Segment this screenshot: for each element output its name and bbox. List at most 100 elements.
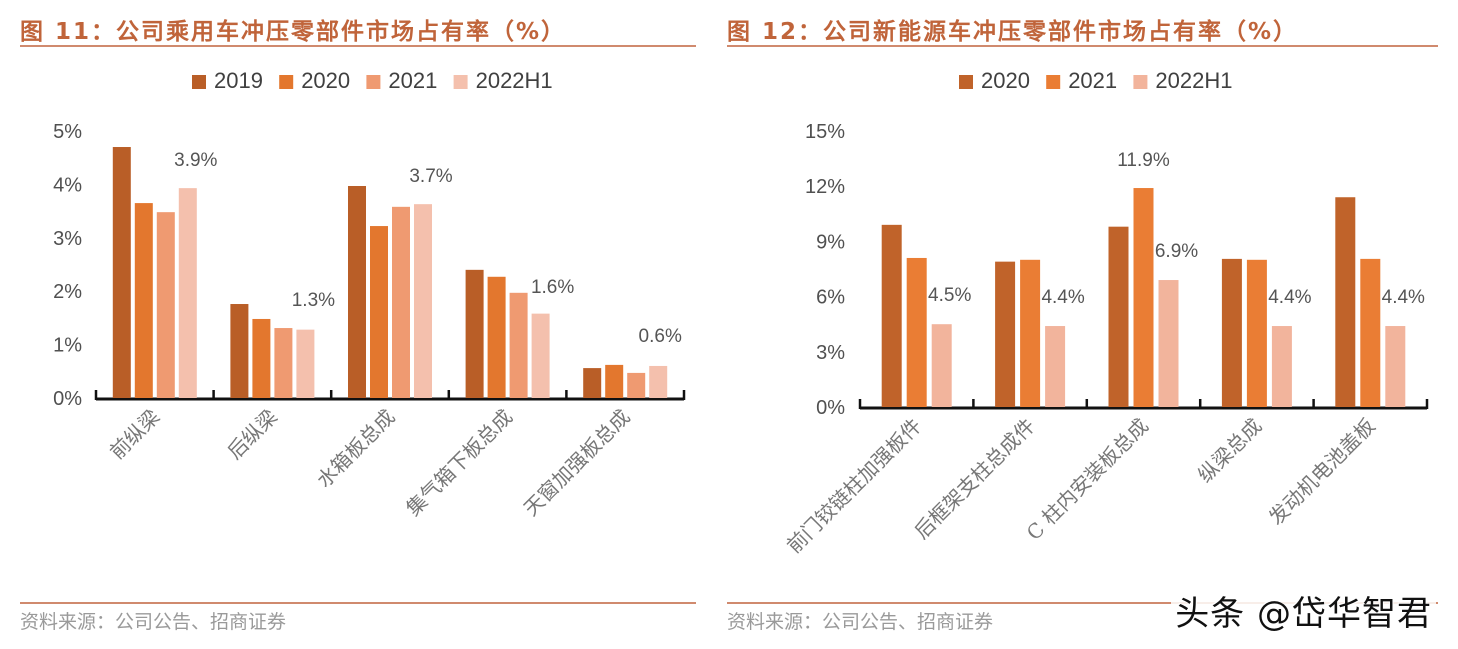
bar — [296, 329, 315, 398]
legend-swatch — [366, 75, 381, 89]
bar — [414, 204, 432, 398]
bar — [906, 257, 927, 407]
title-divider — [20, 45, 696, 47]
data-label: 0.6% — [639, 326, 682, 347]
bar-group: 4.4% — [1335, 197, 1425, 407]
bar — [1271, 326, 1292, 407]
legend-label: 2022H1 — [476, 68, 553, 93]
legend: 2020 2021 2022H1 — [959, 68, 1232, 93]
legend: 2019 2020 2021 2022H1 — [192, 68, 553, 93]
legend-swatch — [279, 75, 294, 89]
bar-group: 4.5% — [881, 224, 971, 407]
y-tick-label: 0% — [53, 388, 82, 410]
bar — [134, 203, 153, 398]
data-label: 1.3% — [292, 290, 335, 311]
y-tick-label: 5% — [53, 121, 82, 143]
legend-swatch — [453, 75, 468, 89]
bar — [178, 188, 197, 398]
x-category-label: 前门铰链柱加强板件 — [782, 414, 926, 558]
data-label: 1.6% — [531, 277, 574, 298]
data-label: 3.7% — [409, 166, 452, 187]
x-category-label: 后纵梁 — [223, 405, 282, 464]
title-divider — [727, 45, 1438, 47]
data-label: 6.9% — [1155, 241, 1198, 262]
y-tick-label: 4% — [53, 174, 82, 196]
bar — [230, 304, 249, 398]
x-category-label: 集气箱下板总成 — [401, 405, 517, 521]
bar — [931, 324, 952, 407]
legend-label: 2020 — [301, 68, 350, 93]
bar-group: 0.6% — [583, 326, 682, 398]
bar — [1133, 188, 1154, 407]
x-category-label: C 柱内安装板总成 — [1022, 414, 1153, 545]
bar — [112, 147, 131, 398]
legend-swatch — [1133, 75, 1148, 89]
bar-group: 1.3% — [230, 290, 335, 398]
y-tick-label: 2% — [53, 281, 82, 303]
data-label: 4.4% — [1382, 287, 1425, 308]
figure-11-bar-chart: 2019 2020 2021 2022H1 0% 1% 2% 3% 4% 5% 3.9% 前纵梁 1.3… — [53, 68, 686, 521]
figure-12-source: 资料来源：公司公告、招商证券 — [727, 611, 994, 633]
legend-swatch — [192, 75, 206, 89]
data-label: 11.9% — [1117, 150, 1170, 171]
watermark: 头条 @岱华智君 — [1171, 586, 1436, 635]
bar — [649, 365, 668, 398]
data-label: 3.9% — [174, 150, 217, 171]
bar — [370, 226, 388, 398]
bar — [1335, 197, 1356, 407]
bar-group: 4.4% — [1221, 258, 1312, 407]
bar — [156, 212, 175, 398]
bar — [252, 318, 271, 398]
figure-11-title: 图 11：公司乘用车冲压零部件市场占有率（%） — [20, 19, 567, 45]
legend-swatch — [1046, 75, 1061, 89]
bar — [1108, 226, 1129, 407]
bar — [1360, 258, 1381, 407]
y-tick-label: 15% — [805, 121, 845, 143]
bar — [1045, 326, 1066, 407]
bar — [1020, 259, 1041, 407]
bar — [274, 328, 293, 398]
y-tick-label: 12% — [805, 176, 845, 198]
x-category-label: 天窗加强板总成 — [519, 405, 635, 521]
y-tick-label: 3% — [816, 342, 845, 364]
bar — [465, 269, 484, 398]
bar — [1158, 280, 1179, 407]
bar — [881, 224, 902, 407]
x-category-label: 纵梁总成 — [1193, 414, 1267, 488]
bar-group: 4.4% — [995, 259, 1085, 407]
bar — [392, 206, 410, 398]
figure-11-source: 资料来源：公司公告、招商证券 — [20, 611, 287, 633]
y-tick-label: 9% — [816, 231, 845, 253]
legend-label: 2020 — [981, 68, 1030, 93]
y-tick-label: 0% — [816, 397, 845, 419]
figure-11-panel: 图 11：公司乘用车冲压零部件市场占有率（%） 2019 2020 2021 2022… — [20, 0, 696, 649]
legend-label: 2021 — [1068, 68, 1117, 93]
figure-12-panel: 图 12：公司新能源车冲压零部件市场占有率（%） 2020 2021 2022H1 0… — [727, 0, 1438, 649]
footer-divider — [20, 602, 696, 604]
bar — [509, 292, 528, 398]
data-label: 4.5% — [928, 285, 971, 306]
bar — [531, 313, 550, 398]
y-tick-label: 3% — [53, 228, 82, 250]
bar — [1221, 258, 1242, 407]
figure-12-bar-chart: 2020 2021 2022H1 0% 3% 6% 9% 12% 15% 4.5% 前门铰链柱加强板… — [782, 68, 1429, 558]
bar — [1385, 326, 1406, 407]
bar — [995, 261, 1016, 407]
legend-label: 2022H1 — [1155, 68, 1232, 93]
bar-group: 3.7% — [348, 166, 453, 398]
legend-label: 2021 — [388, 68, 437, 93]
bar — [1246, 259, 1267, 407]
footer-divider — [727, 602, 1438, 604]
bar-group: 1.6% — [465, 269, 574, 398]
x-category-label: 后框架支柱总成件 — [910, 414, 1040, 544]
y-tick-label: 1% — [53, 335, 82, 357]
data-label: 4.4% — [1268, 287, 1311, 308]
bar — [605, 364, 624, 398]
x-category-label: 发动机电池盖板 — [1264, 414, 1380, 530]
x-category-label: 前纵梁 — [105, 405, 164, 464]
bar-group: 11.9% 6.9% — [1108, 150, 1198, 407]
data-label: 4.4% — [1041, 287, 1084, 308]
bar — [487, 276, 506, 398]
legend-swatch — [959, 75, 973, 89]
bar — [348, 186, 366, 398]
